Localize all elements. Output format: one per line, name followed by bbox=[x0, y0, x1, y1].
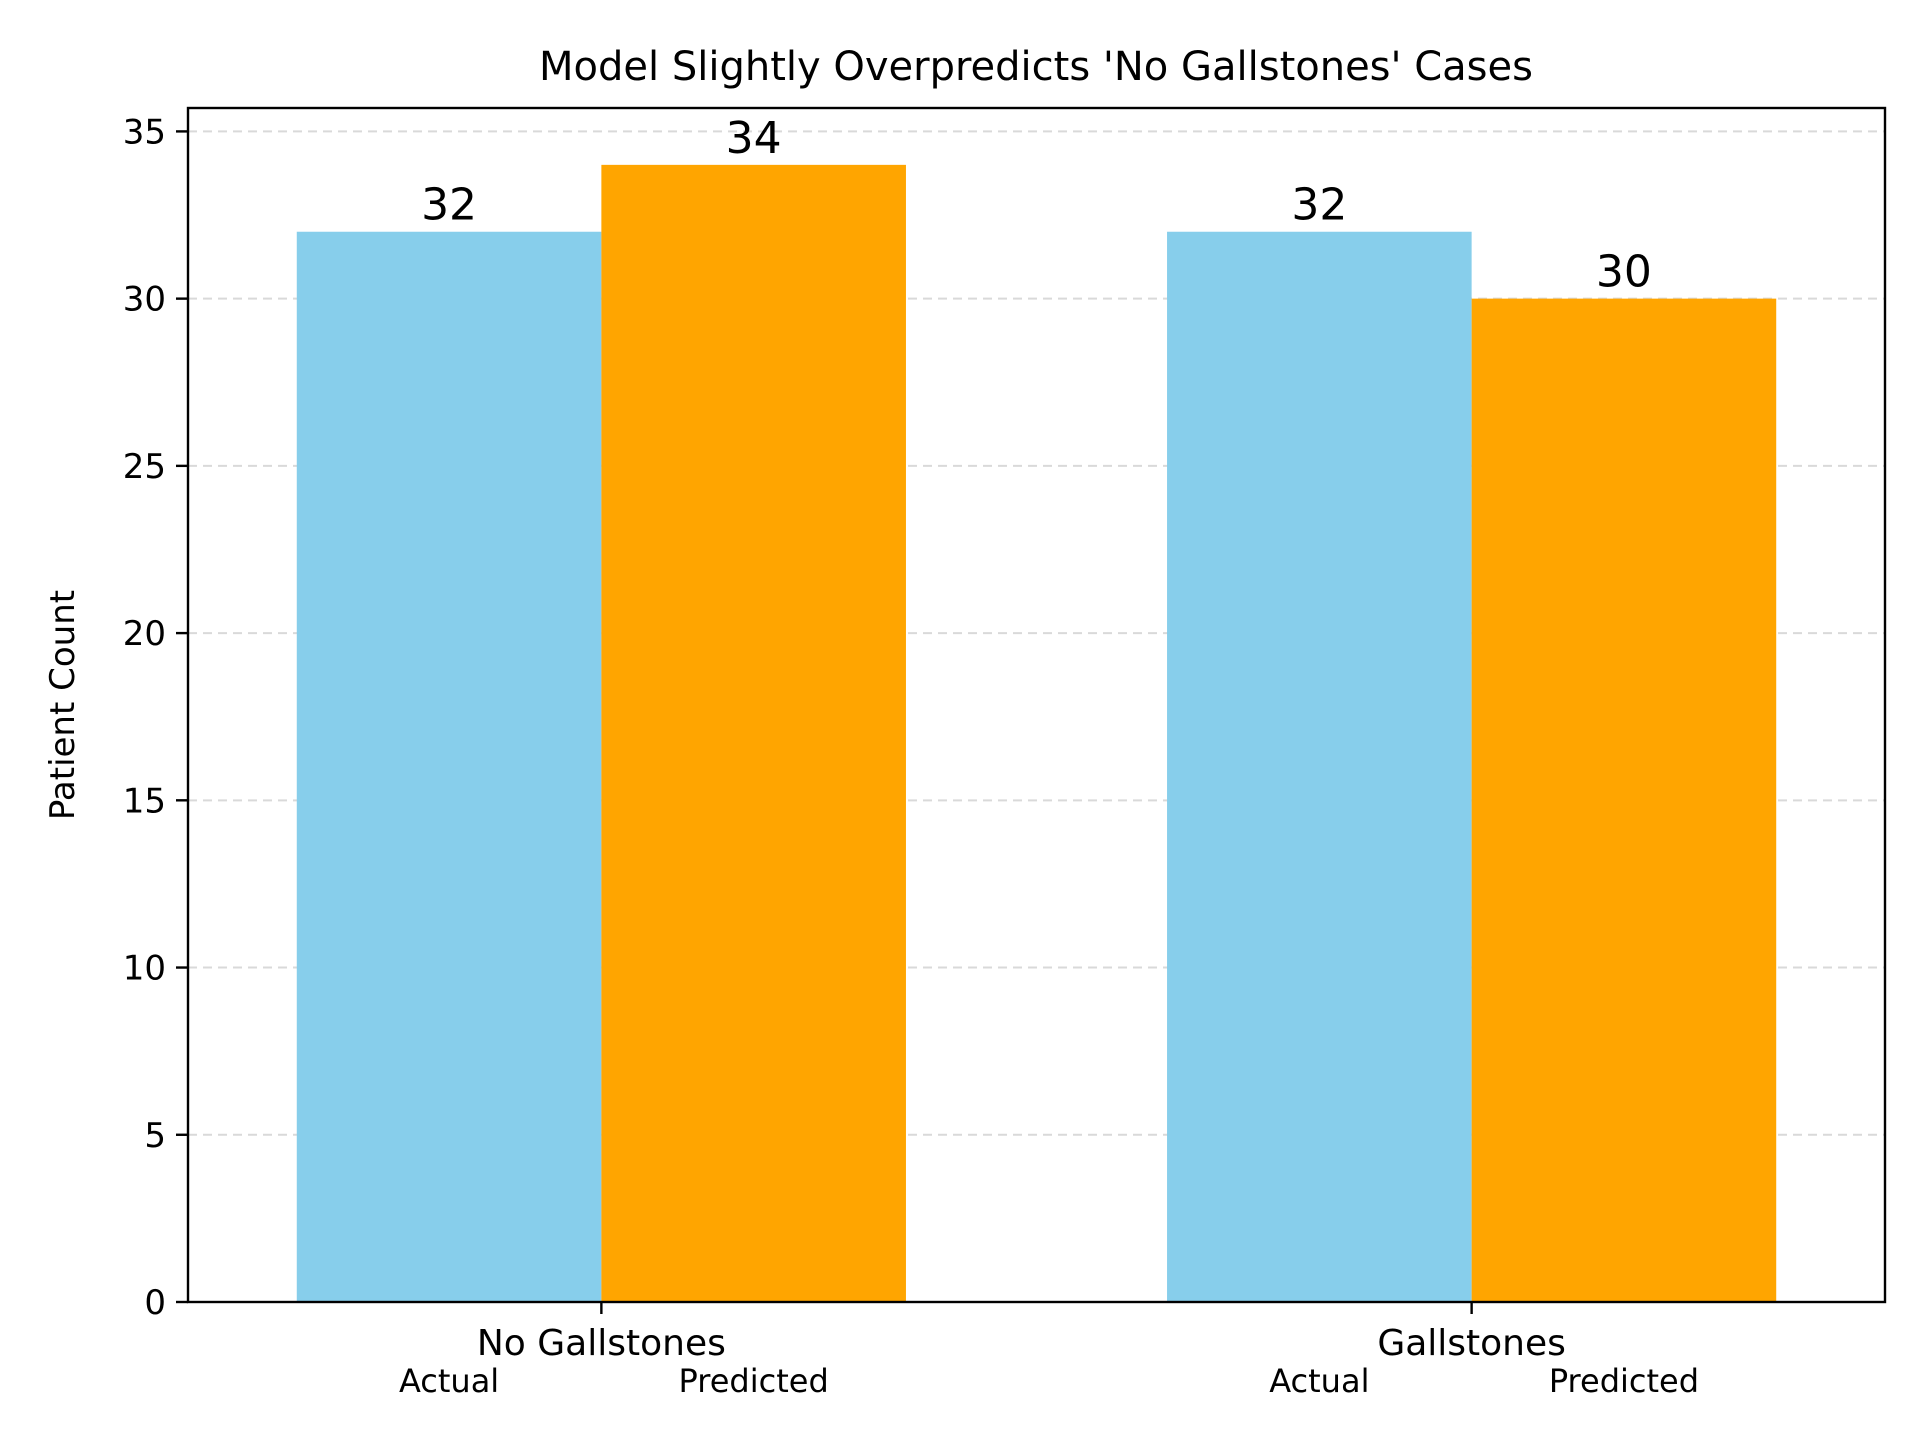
bar-actual bbox=[1167, 231, 1472, 1302]
bar-predicted bbox=[601, 164, 906, 1302]
y-tick-label: 5 bbox=[144, 1116, 166, 1156]
bar-type-label: Predicted bbox=[679, 1362, 829, 1400]
data-label: 32 bbox=[421, 180, 477, 231]
bar-type-label: Predicted bbox=[1549, 1362, 1699, 1400]
y-tick-label: 10 bbox=[123, 949, 166, 989]
y-tick-label: 15 bbox=[123, 781, 166, 821]
bar-type-label: Actual bbox=[1269, 1362, 1369, 1400]
bar-actual bbox=[296, 231, 602, 1302]
y-tick-label: 35 bbox=[123, 112, 166, 152]
bar-type-label: Actual bbox=[399, 1362, 499, 1400]
y-tick-label: 0 bbox=[144, 1283, 166, 1323]
data-label: 34 bbox=[726, 113, 782, 164]
bar-predicted bbox=[1471, 298, 1777, 1302]
data-label: 30 bbox=[1596, 247, 1652, 298]
y-tick-label: 20 bbox=[123, 614, 166, 654]
chart-title: Model Slightly Overpredicts 'No Gallston… bbox=[539, 44, 1533, 90]
plot-frame bbox=[186, 106, 1887, 1304]
y-tick-label: 25 bbox=[123, 447, 166, 487]
bar-layer bbox=[296, 164, 1777, 1302]
x-tick-label: No Gallstones bbox=[477, 1323, 726, 1364]
x-tick-label: Gallstones bbox=[1377, 1323, 1566, 1364]
data-label: 32 bbox=[1291, 180, 1347, 231]
y-tick-label: 30 bbox=[123, 280, 166, 320]
y-axis-label: Patient Count bbox=[43, 590, 83, 820]
tick-layer: 0 5 10 15 20 25 30 35 bbox=[123, 112, 1473, 1323]
